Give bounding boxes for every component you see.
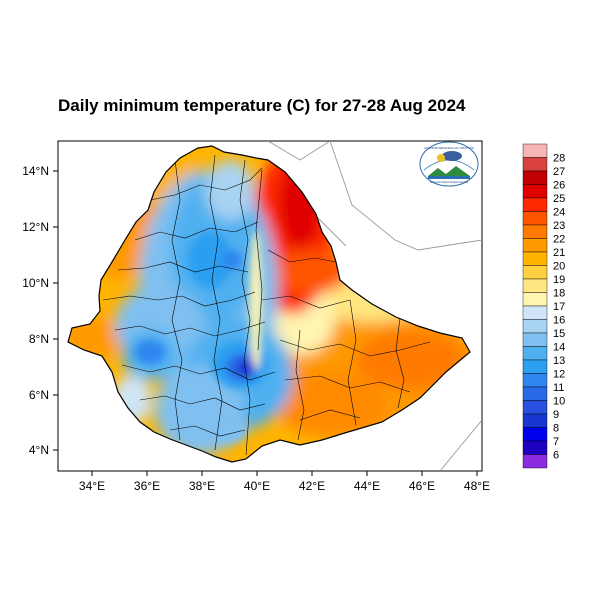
y-tick-label: 4°N — [29, 443, 49, 457]
colorbar-label: 24 — [553, 207, 565, 219]
colorbar-swatch — [522, 157, 548, 172]
colorbar-swatch — [522, 197, 548, 212]
colorbar-label: 14 — [553, 342, 565, 354]
colorbar-label: 26 — [553, 180, 565, 192]
colorbar-label: 8 — [553, 423, 559, 435]
y-tick-label: 12°N — [22, 220, 49, 234]
y-axis-labels: 14°N 12°N 10°N 8°N 6°N 4°N — [22, 164, 49, 457]
y-tick-label: 14°N — [22, 164, 49, 178]
colorbar-swatch — [522, 184, 548, 199]
colorbar-label: 28 — [553, 153, 565, 165]
colorbar-label: 11 — [553, 382, 564, 394]
mountain-icon — [428, 166, 470, 176]
cloud-icon — [442, 151, 462, 161]
colorbar-swatch — [522, 211, 548, 226]
colorbar-label: 20 — [553, 261, 565, 273]
x-tick-label: 42°E — [299, 479, 325, 493]
colorbar-swatch — [522, 305, 548, 320]
colorbar-label: 12 — [553, 369, 565, 381]
colorbar-swatch — [522, 319, 548, 334]
colorbar-label: 16 — [553, 315, 565, 327]
colorbar-label: 15 — [553, 328, 565, 340]
map-title: Daily minimum temperature (C) for 27-28 … — [58, 96, 466, 115]
colorbar-label: 21 — [553, 247, 565, 259]
colorbar-label: 6 — [553, 450, 559, 462]
colorbar-swatch — [522, 143, 548, 158]
sun-icon — [437, 154, 445, 162]
admin-boundaries — [102, 154, 431, 456]
colorbar-swatch — [522, 413, 548, 428]
x-tick-label: 48°E — [464, 479, 490, 493]
colorbar-swatch — [522, 386, 548, 401]
colorbar-label: 22 — [553, 234, 565, 246]
colorbar-swatch — [522, 427, 548, 442]
x-tick-label: 34°E — [79, 479, 105, 493]
x-tick-label: 46°E — [409, 479, 435, 493]
ethiopia-border — [67, 145, 471, 463]
colorbar-swatch — [522, 251, 548, 266]
colorbar-label: 13 — [553, 355, 565, 367]
logo-text-top: ETHIOPIAN METEOROLOGY INSTITUTE — [424, 146, 473, 150]
colorbar-label: 19 — [553, 274, 565, 286]
colorbar-label: 18 — [553, 288, 565, 300]
x-tick-label: 36°E — [134, 479, 160, 493]
axis-ticks — [53, 170, 478, 476]
colorbar-swatch — [522, 454, 548, 469]
colorbar-swatch — [522, 224, 548, 239]
colorbar-swatch — [522, 238, 548, 253]
colorbar-swatch — [522, 332, 548, 347]
colorbar-label: 9 — [553, 409, 559, 421]
colorbar-label: 7 — [553, 436, 559, 448]
colorbar-swatch — [522, 346, 548, 361]
colorbar-swatch — [522, 170, 548, 185]
colorbar-label: 27 — [553, 166, 565, 178]
y-tick-label: 6°N — [29, 388, 49, 402]
institute-logo: ETHIOPIAN METEOROLOGY INSTITUTE Ethiopia… — [419, 141, 479, 187]
colorbar-swatch — [522, 400, 548, 415]
logo-text-bottom: Ethiopian Meteorological Institute — [430, 180, 469, 184]
colorbar-label: 17 — [553, 301, 565, 313]
colorbar-label: 25 — [553, 193, 565, 205]
colorbar-swatch — [522, 278, 548, 293]
colorbar-label: 23 — [553, 220, 565, 232]
colorbar-swatch — [522, 440, 548, 455]
x-axis-labels: 34°E 36°E 38°E 40°E 42°E 44°E 46°E 48°E — [79, 479, 490, 493]
x-tick-label: 40°E — [244, 479, 270, 493]
colorbar-swatch — [522, 265, 548, 280]
y-tick-label: 8°N — [29, 332, 49, 346]
colorbar-swatch — [522, 292, 548, 307]
y-tick-label: 10°N — [22, 276, 49, 290]
x-tick-label: 44°E — [354, 479, 380, 493]
colorbar-swatch — [522, 373, 548, 388]
x-tick-label: 38°E — [189, 479, 215, 493]
colorbar-label: 10 — [553, 396, 565, 408]
colorbar-swatch — [522, 359, 548, 374]
neighbor-coastlines — [267, 141, 482, 471]
